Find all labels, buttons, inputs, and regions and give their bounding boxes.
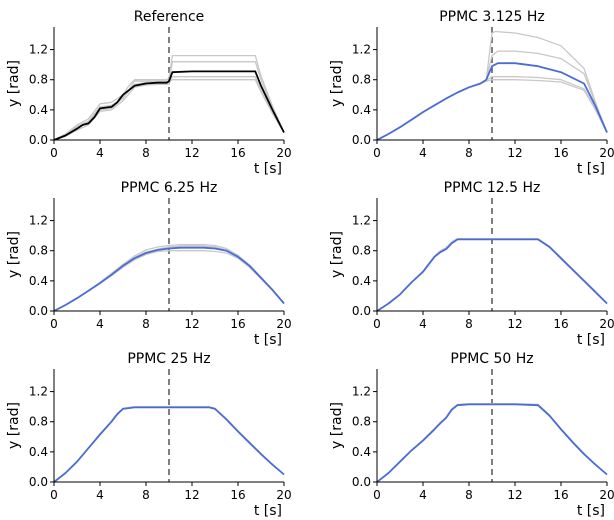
y-axis-label: y [rad]	[6, 60, 22, 107]
x-tick-label: 16	[553, 317, 568, 331]
axes	[53, 198, 284, 312]
x-tick-label: 12	[507, 146, 522, 160]
series-line-1	[376, 238, 608, 312]
y-tick-label: 0.4	[352, 274, 371, 288]
x-axis-label: t [s]	[254, 503, 282, 519]
series-line-2	[53, 54, 285, 141]
series-line-1	[53, 246, 285, 312]
x-tick-label: 16	[553, 488, 568, 502]
y-tick-label: 0.8	[352, 244, 371, 258]
x-tick-label: 8	[465, 488, 473, 502]
x-tick-label: 20	[276, 488, 291, 502]
y-tick-label: 0.8	[29, 415, 48, 429]
y-tick-label: 0.0	[29, 133, 48, 147]
x-tick-label: 12	[184, 317, 199, 331]
x-tick-label: 12	[507, 488, 522, 502]
series-line-1	[53, 70, 285, 141]
x-tick-label: 8	[142, 146, 150, 160]
y-tick-label: 0.0	[352, 133, 371, 147]
x-tick-label: 16	[230, 488, 245, 502]
chart-panel-1: Reference 0 4 8 12 16 20 0.0 0.4 0.8 1.2 t [s] y [ra…	[6, 9, 292, 177]
chart-panel-3: PPMC 6.25 Hz 0 4 8 12 16 20 0.0 0.4 0.8 1.2 t [s] y …	[6, 180, 292, 348]
y-axis-label: y [rad]	[6, 402, 22, 449]
series-line-1	[53, 406, 285, 483]
y-tick-label: 0.0	[29, 475, 48, 489]
x-tick-label: 8	[142, 488, 150, 502]
x-tick-label: 12	[184, 488, 199, 502]
y-tick-label: 0.4	[29, 445, 48, 459]
series-line-3	[376, 50, 608, 141]
y-tick-label: 1.2	[29, 43, 48, 57]
y-axis-label: y [rad]	[329, 402, 345, 449]
y-tick-label: 0.0	[29, 304, 48, 318]
x-tick-label: 12	[507, 317, 522, 331]
chart-title: Reference	[134, 9, 205, 25]
y-tick-label: 0.4	[29, 103, 48, 117]
y-tick-label: 1.2	[352, 214, 371, 228]
y-tick-label: 0.4	[352, 445, 371, 459]
x-tick-label: 20	[276, 146, 291, 160]
x-axis-label: t [s]	[254, 161, 282, 177]
x-tick-label: 20	[599, 146, 614, 160]
x-tick-label: 16	[230, 317, 245, 331]
x-tick-label: 4	[96, 317, 104, 331]
x-tick-label: 4	[419, 146, 427, 160]
chart-panel-4: PPMC 12.5 Hz 0 4 8 12 16 20 0.0 0.4 0.8 1.2 t [s] y …	[329, 180, 614, 348]
y-tick-label: 1.2	[352, 385, 371, 399]
chart-panel-6: PPMC 50 Hz 0 4 8 12 16 20 0.0 0.4 0.8 1.2 t [s] y [r…	[329, 351, 614, 519]
x-tick-label: 20	[599, 488, 614, 502]
chart-title: PPMC 6.25 Hz	[121, 180, 218, 196]
axes	[53, 369, 284, 483]
series-line-1	[376, 62, 608, 141]
y-axis-label: y [rad]	[329, 231, 345, 278]
x-tick-label: 0	[50, 317, 58, 331]
x-tick-label: 16	[230, 146, 245, 160]
x-tick-label: 4	[96, 488, 104, 502]
y-tick-label: 0.8	[352, 415, 371, 429]
x-tick-label: 20	[599, 317, 614, 331]
y-tick-label: 0.8	[29, 244, 48, 258]
chart-panel-2: PPMC 3.125 Hz 0 4 8 12 16 20 0.0 0.4 0.8 1.2 t [s] y…	[329, 9, 614, 177]
x-tick-label: 0	[50, 146, 58, 160]
y-tick-label: 1.2	[29, 214, 48, 228]
x-tick-label: 16	[553, 146, 568, 160]
y-axis-label: y [rad]	[329, 60, 345, 107]
x-axis-label: t [s]	[577, 332, 605, 348]
y-axis-label: y [rad]	[6, 231, 22, 278]
x-axis-label: t [s]	[254, 332, 282, 348]
y-tick-label: 1.2	[352, 43, 371, 57]
x-axis-label: t [s]	[577, 161, 605, 177]
x-tick-label: 4	[419, 488, 427, 502]
x-tick-label: 4	[419, 317, 427, 331]
x-tick-label: 4	[96, 146, 104, 160]
series-line-3	[53, 61, 285, 141]
chart-panel-5: PPMC 25 Hz 0 4 8 12 16 20 0.0 0.4 0.8 1.2 t [s] y [r…	[6, 351, 292, 519]
y-tick-label: 0.0	[352, 475, 371, 489]
x-tick-label: 0	[373, 146, 381, 160]
x-tick-label: 0	[373, 317, 381, 331]
x-axis-label: t [s]	[577, 503, 605, 519]
chart-title: PPMC 3.125 Hz	[439, 9, 545, 25]
y-tick-label: 0.8	[29, 73, 48, 87]
chart-title: PPMC 12.5 Hz	[444, 180, 541, 196]
chart-title: PPMC 25 Hz	[127, 351, 210, 367]
y-tick-label: 1.2	[29, 385, 48, 399]
x-tick-label: 8	[465, 146, 473, 160]
y-tick-label: 0.0	[352, 304, 371, 318]
chart-title: PPMC 50 Hz	[450, 351, 533, 367]
x-tick-label: 8	[142, 317, 150, 331]
axes	[376, 198, 607, 312]
series-line-1	[376, 403, 608, 483]
y-tick-label: 0.4	[29, 274, 48, 288]
x-tick-label: 20	[276, 317, 291, 331]
axes	[376, 369, 607, 483]
x-tick-label: 12	[184, 146, 199, 160]
x-tick-label: 8	[465, 317, 473, 331]
x-tick-label: 0	[373, 488, 381, 502]
x-tick-label: 0	[50, 488, 58, 502]
y-tick-label: 0.8	[352, 73, 371, 87]
y-tick-label: 0.4	[352, 103, 371, 117]
axes	[376, 27, 607, 141]
